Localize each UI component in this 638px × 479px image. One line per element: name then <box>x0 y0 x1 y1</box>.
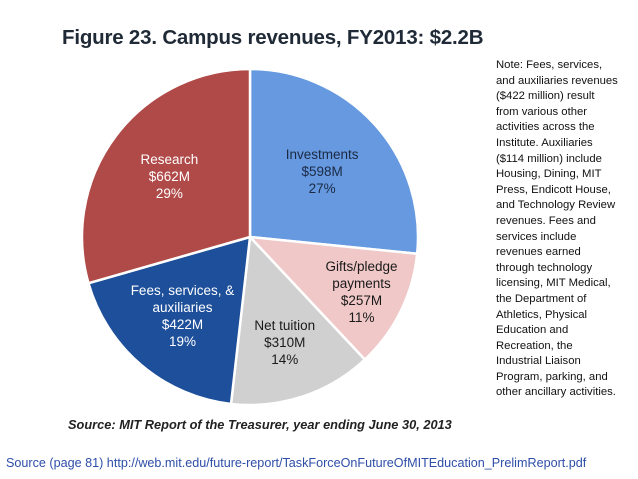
source-link[interactable]: Source (page 81) http://web.mit.edu/futu… <box>6 456 587 470</box>
chart-source: Source: MIT Report of the Treasurer, yea… <box>68 417 452 432</box>
slice-label-line: 19% <box>168 334 196 350</box>
slice-label-line: $310M <box>264 334 306 350</box>
slice-label: Research $662M 29% <box>141 151 199 202</box>
slice-label-line: $422M <box>161 317 204 333</box>
slice-label-line: 27% <box>308 181 336 197</box>
pie-slice-fees-services-auxiliaries <box>86 235 252 406</box>
slice-label: Fees, services, & auxiliaries $422M 19% <box>131 282 235 350</box>
chart-title: Figure 23. Campus revenues, FY2013: $2.2… <box>62 26 484 49</box>
slice-label: Gifts/pledge payments $257M 11% <box>325 258 397 326</box>
slice-label-line: $662M <box>148 168 191 184</box>
slice-label-line: Fees, services, & <box>130 283 235 299</box>
pie-slice-net-tuition <box>229 234 367 407</box>
pie-slice-research <box>80 67 252 285</box>
slice-label-line: 14% <box>271 351 299 367</box>
slice-label-line: Research <box>140 151 199 167</box>
pie-slice-investments <box>248 67 420 256</box>
slice-label-line: Gifts/pledge <box>325 259 398 275</box>
slice-label-line: Investments <box>285 147 359 163</box>
slice-label-line: $598M <box>301 164 343 180</box>
slice-label: Investments $598M 27% <box>286 146 359 197</box>
slice-label-line: 29% <box>155 185 183 201</box>
slice-label-line: auxiliaries <box>152 300 213 316</box>
slice-label: Net tuition $310M 14% <box>254 317 315 368</box>
pie-slice-gifts-pledge-payments <box>246 235 419 362</box>
slice-label-line: Net tuition <box>254 317 316 333</box>
slice-label-line: payments <box>332 276 391 292</box>
note-text: Note: Fees, services, and auxiliaries re… <box>496 59 618 399</box>
slice-label-line: $257M <box>340 293 383 309</box>
slice-label-line: 11% <box>348 310 375 326</box>
